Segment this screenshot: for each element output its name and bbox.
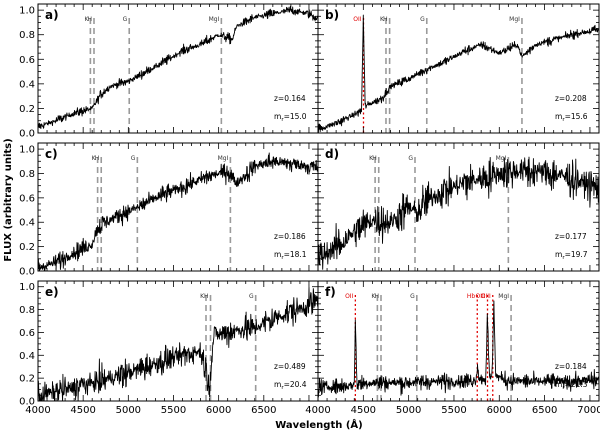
redshift-label: z=0.184 xyxy=(555,362,587,371)
y-tick-label: 1.0 xyxy=(19,282,35,293)
feature-label-g: G xyxy=(131,155,136,162)
feature-label-k: K xyxy=(371,293,376,300)
y-tick-label: 0.0 xyxy=(19,397,35,408)
y-tick-label: 0.2 xyxy=(19,374,35,385)
feature-label-oii: OII xyxy=(345,293,353,300)
spectrum-line xyxy=(38,286,318,401)
y-tick-label: 0.0 xyxy=(19,129,35,140)
magnitude-label: mr=15.0 xyxy=(274,112,307,123)
feature-label-g: G xyxy=(410,293,415,300)
x-tick-label: 6500 xyxy=(251,405,276,416)
feature-label-k: K xyxy=(380,16,385,23)
x-tick-label: 6000 xyxy=(206,405,231,416)
spectrum-line xyxy=(318,300,599,398)
spectrum-line xyxy=(318,156,599,270)
feature-label-g: G xyxy=(123,16,128,23)
y-tick-label: 0.2 xyxy=(19,104,35,115)
x-tick-label: 6000 xyxy=(487,405,512,416)
y-tick-label: 0.8 xyxy=(19,305,35,316)
redshift-label: z=0.208 xyxy=(555,94,587,103)
x-tick-label: 5500 xyxy=(441,405,466,416)
panel-frame xyxy=(317,280,600,402)
feature-label-mgi: MgI xyxy=(218,155,229,162)
feature-label-h: H xyxy=(87,16,92,23)
feature-label-oii: OII xyxy=(353,16,361,23)
panel-frame xyxy=(317,3,600,134)
x-tick-label: 5000 xyxy=(116,405,141,416)
panel-c: K H G MgI 0.0 0.2 0.4 0.6 0.8 1.0 c) z=0.186 mr=18.1 xyxy=(19,142,319,278)
feature-label-mgi: MgI xyxy=(498,293,509,300)
x-tick-label: 4500 xyxy=(351,405,376,416)
feature-label-mgi: MgI xyxy=(509,16,520,23)
x-tick-label: 6500 xyxy=(532,405,557,416)
y-tick-label: 0.8 xyxy=(19,169,35,180)
feature-label-k: K xyxy=(84,16,89,23)
feature-label-hb: Hb xyxy=(467,293,476,300)
y-tick-label: 0.2 xyxy=(19,242,35,253)
y-tick-label: 0.8 xyxy=(19,30,35,41)
y-tick-label: 0.6 xyxy=(19,328,35,339)
panel-letter: f) xyxy=(325,285,336,299)
feature-label-h: H xyxy=(383,16,388,23)
panel-b: OII K H G MgI b) z=0.208 mr=15.6 xyxy=(317,3,600,134)
panel-letter: a) xyxy=(45,8,59,22)
feature-label-g: G xyxy=(420,16,425,23)
panel-e: K H G 0.0 0.2 0.4 0.6 0.8 1.0 4000 4500 5000 5500 600… xyxy=(19,280,319,416)
y-tick-label: 1.0 xyxy=(19,6,35,17)
y-tick-label: 0.6 xyxy=(19,193,35,204)
panel-a: K H G MgI 0.0 0.2 0.4 0.6 0.8 1.0 a) z=0.164 mr=15.0 xyxy=(19,3,319,140)
magnitude-label: mr=19.7 xyxy=(555,250,588,261)
y-tick-label: 1.0 xyxy=(19,145,35,156)
x-tick-label: 4000 xyxy=(25,405,50,416)
feature-label-h: H xyxy=(95,155,100,162)
feature-label-k: K xyxy=(200,293,205,300)
x-tick-label: 7000 xyxy=(577,405,600,416)
y-tick-label: 0.4 xyxy=(19,79,35,90)
y-tick-label: 0.4 xyxy=(19,218,35,229)
panel-letter: e) xyxy=(45,285,59,299)
magnitude-label: mr=15.6 xyxy=(555,112,588,123)
panel-letter: b) xyxy=(325,8,339,22)
panel-frame xyxy=(317,142,600,272)
panel-d: K H G MgI d) z=0.177 mr=19.7 xyxy=(317,142,600,272)
redshift-label: z=0.489 xyxy=(274,362,306,371)
panel-letter: d) xyxy=(325,147,339,161)
feature-label-g: G xyxy=(249,293,254,300)
spectrum-line xyxy=(38,5,318,130)
feature-label-h: H xyxy=(204,293,209,300)
feature-label-oiii: OIII xyxy=(481,293,491,300)
x-tick-label: 4000 xyxy=(305,405,330,416)
magnitude-label: mr=21.3 xyxy=(555,380,588,391)
spectrum-line xyxy=(318,14,599,133)
feature-label-k: K xyxy=(369,155,374,162)
magnitude-label: mr=18.1 xyxy=(274,250,307,261)
feature-label-oiii: OIII xyxy=(475,293,485,300)
feature-label-h: H xyxy=(372,155,377,162)
y-tick-label: 0.0 xyxy=(19,267,35,278)
redshift-label: z=0.164 xyxy=(274,94,306,103)
feature-label-mgi: MgI xyxy=(209,16,220,23)
feature-label-k: K xyxy=(92,155,97,162)
x-tick-label: 5500 xyxy=(161,405,186,416)
redshift-label: z=0.186 xyxy=(274,232,306,241)
feature-label-g: G xyxy=(408,155,413,162)
feature-label-h: H xyxy=(374,293,379,300)
feature-label-mgi: MgI xyxy=(496,155,507,162)
x-axis-title: Wavelength (Å) xyxy=(275,418,362,431)
y-axis-title: FLUX (arbitrary units) xyxy=(3,138,14,261)
y-tick-label: 0.4 xyxy=(19,351,35,362)
x-tick-label: 5000 xyxy=(396,405,421,416)
magnitude-label: mr=20.4 xyxy=(274,380,307,391)
x-tick-label: 4500 xyxy=(70,405,95,416)
spectrum-line xyxy=(38,152,318,271)
redshift-label: z=0.177 xyxy=(555,232,587,241)
y-tick-label: 0.6 xyxy=(19,55,35,66)
panel-letter: c) xyxy=(45,147,58,161)
